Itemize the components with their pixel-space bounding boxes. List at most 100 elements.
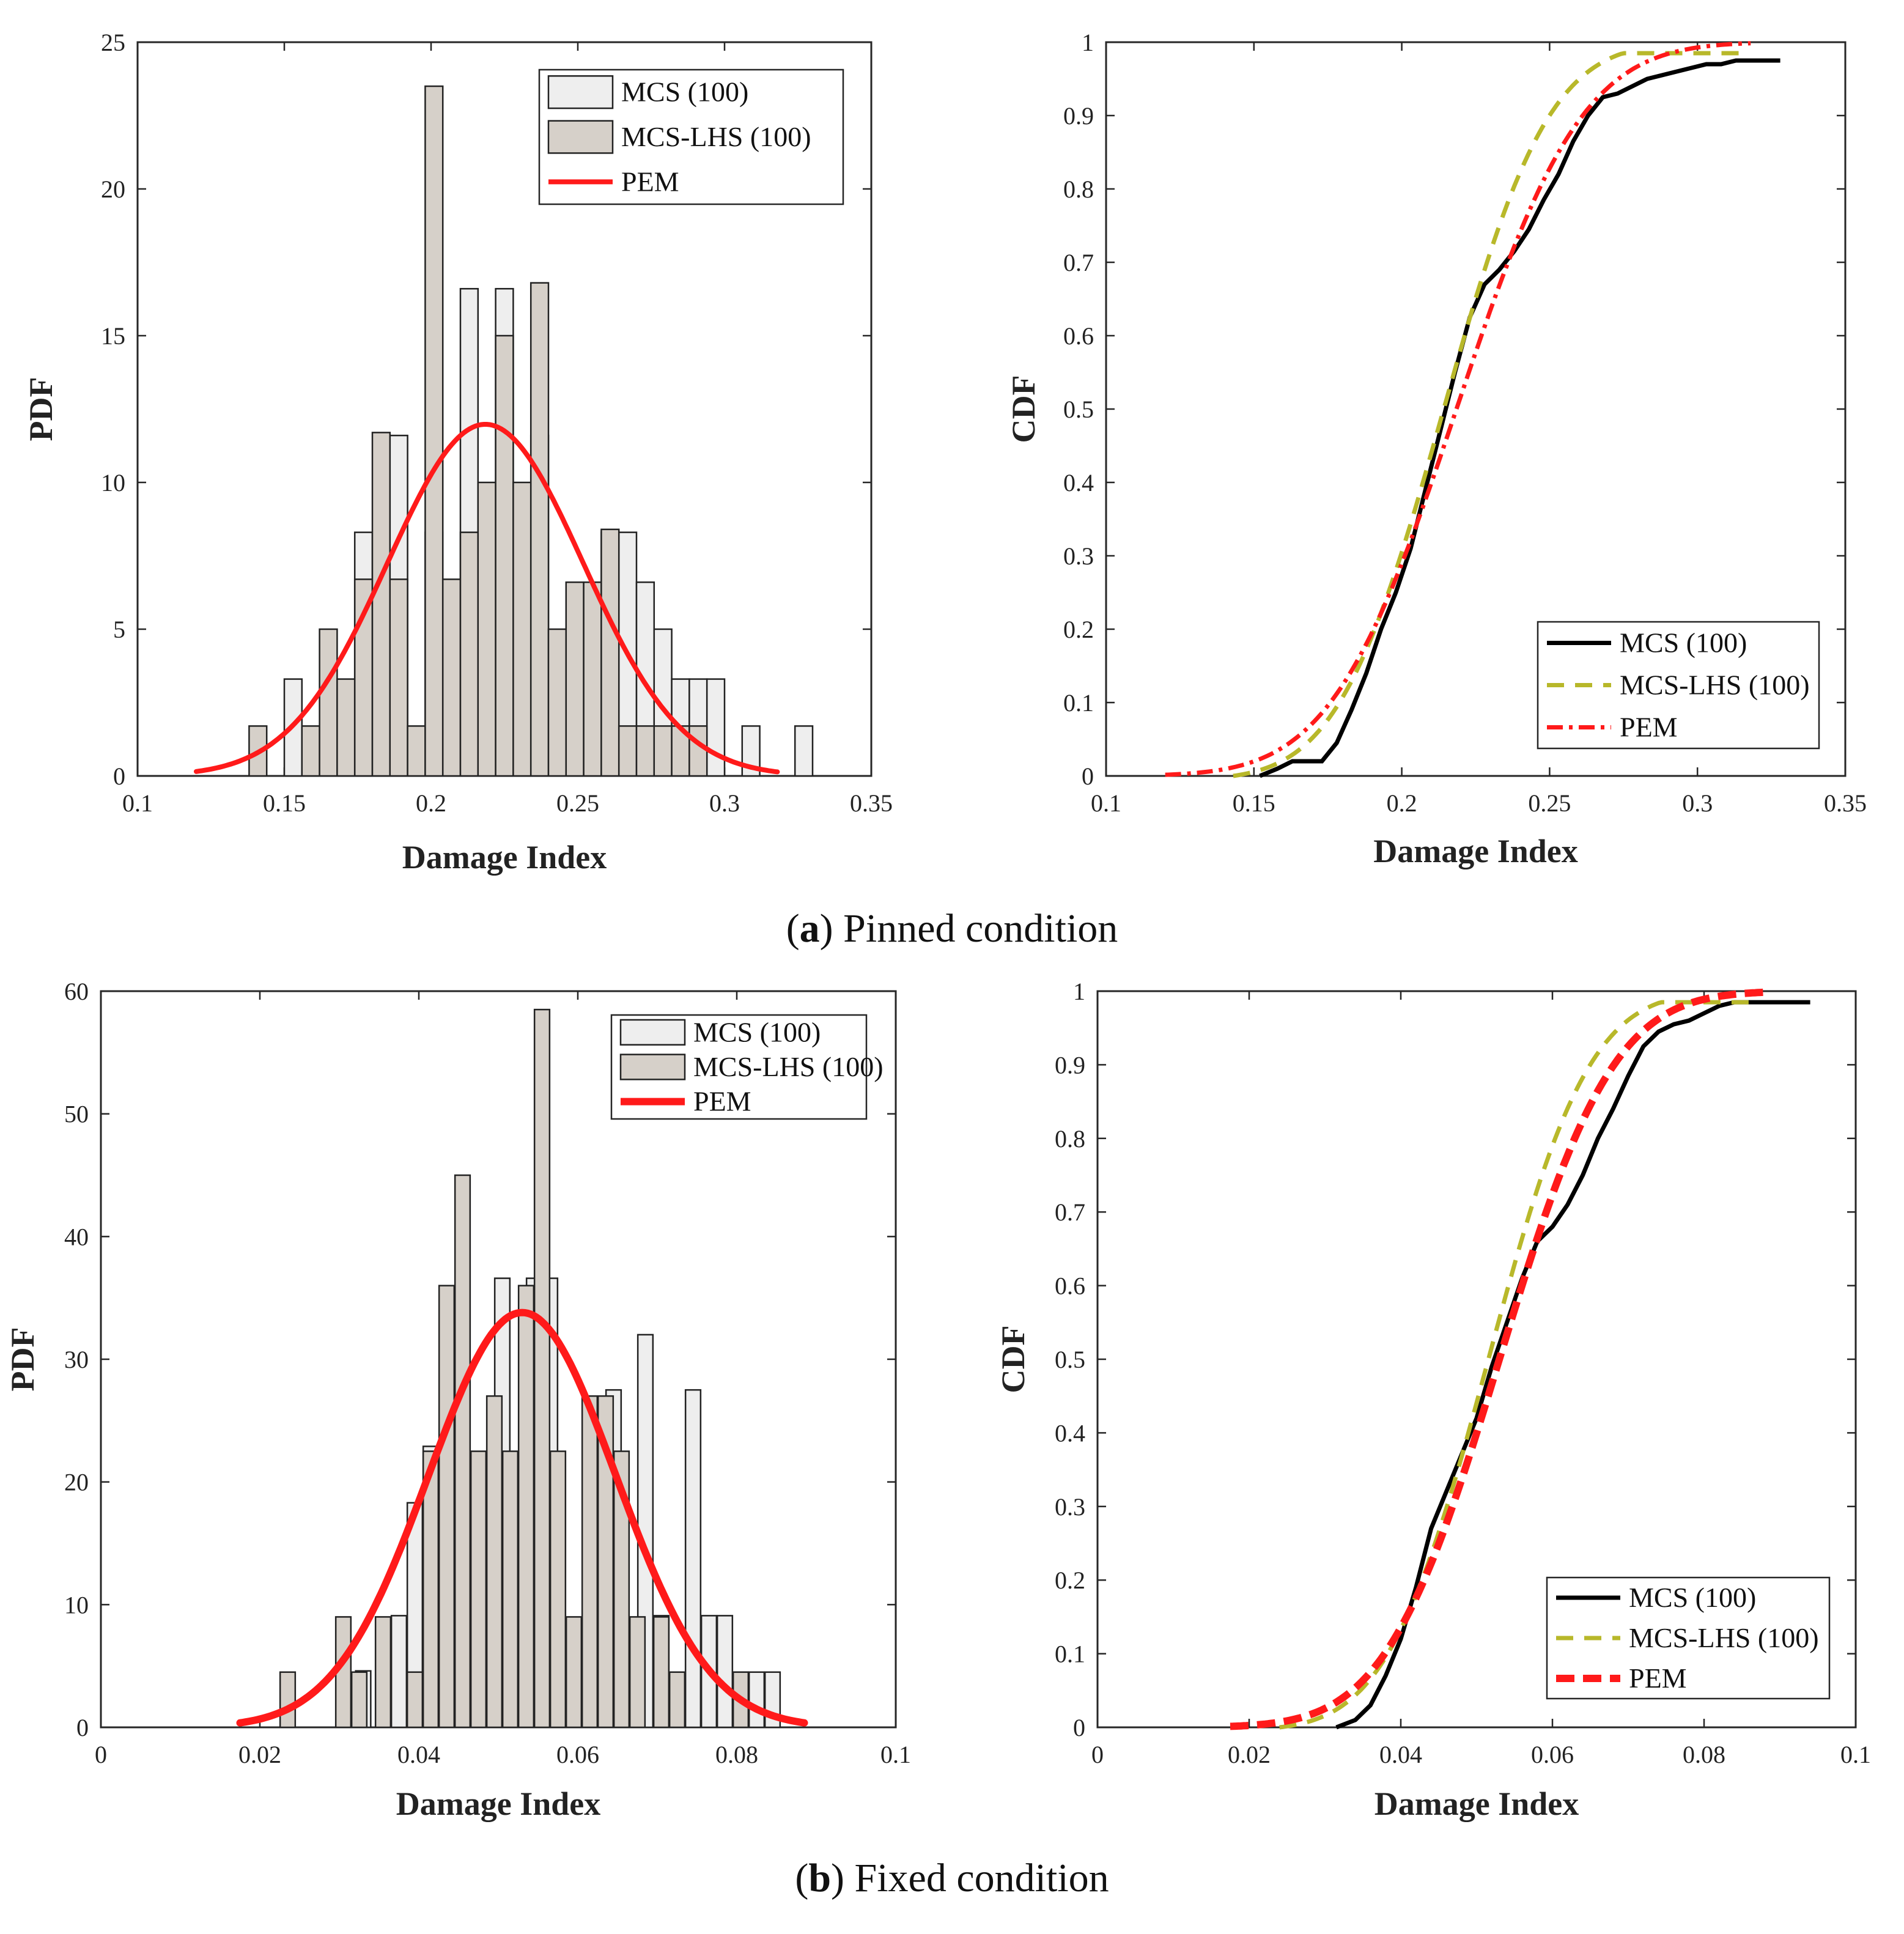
b-pdf-mcs-lhs-bar xyxy=(652,1616,670,1729)
b-pdf-ytick-label: 40 xyxy=(64,1223,89,1250)
a-pdf-mcs-lhs-bar xyxy=(547,628,567,777)
b-cdf-legend-label: MCS (100) xyxy=(1629,1582,1756,1613)
b-pdf-mcs-lhs-bar xyxy=(485,1395,503,1729)
b-pdf-xtick-label: 0.02 xyxy=(238,1741,281,1768)
b-pdf-xlabel: Damage Index xyxy=(396,1785,601,1822)
a-cdf-xtick-label: 0.2 xyxy=(1387,789,1417,817)
caption-b-text: Fixed condition xyxy=(855,1856,1109,1900)
b-pdf-mcs-bar xyxy=(390,1615,408,1729)
b-pdf-legend-swatch xyxy=(619,1019,686,1046)
b-cdf-ytick-label: 0.2 xyxy=(1055,1567,1085,1594)
b-pdf-xtick-label: 0 xyxy=(95,1741,107,1768)
a-cdf-ytick-label: 0.8 xyxy=(1063,175,1094,203)
pinned-cdf-plot: 0.1 0.15 0.2 0.25 0.3 0.3500.10.20.30.40.50.6… xyxy=(1005,29,1867,869)
a-cdf-xtick-label: 0.25 xyxy=(1528,789,1571,817)
b-cdf-mcs-lhs-line xyxy=(1279,1000,1750,1730)
a-pdf-ytick-label: 25 xyxy=(101,29,125,56)
a-cdf-xtick-label: 0.35 xyxy=(1824,789,1867,817)
a-pdf-mcs-lhs-bar xyxy=(319,628,338,777)
b-cdf-ytick-label: 0.6 xyxy=(1055,1272,1085,1300)
b-pdf-mcs-bar xyxy=(684,1389,702,1729)
a-pdf-xtick-label: 0.15 xyxy=(263,789,306,817)
b-pdf-mcs-lhs-bar xyxy=(406,1671,424,1729)
b-pdf-mcs-lhs-bar xyxy=(565,1616,583,1729)
a-cdf-ytick-label: 0.6 xyxy=(1063,322,1094,350)
a-pdf-ytick-label: 15 xyxy=(101,322,125,350)
a-pdf-mcs-lhs-bar xyxy=(441,578,462,777)
a-pdf-xtick-label: 0.2 xyxy=(416,789,446,817)
b-pdf-ytick-label: 50 xyxy=(64,1101,89,1128)
b-cdf-ytick-label: 0.5 xyxy=(1055,1346,1085,1373)
a-pdf-ylabel: PDF xyxy=(23,377,59,441)
b-cdf-ytick-label: 0.8 xyxy=(1055,1125,1085,1153)
b-pdf-xtick-label: 0.1 xyxy=(880,1741,911,1768)
b-pdf-mcs-lhs-bar xyxy=(517,1285,535,1729)
a-pdf-legend-label: MCS-LHS (100) xyxy=(621,121,811,152)
a-pdf-legend-label: PEM xyxy=(621,166,679,197)
b-cdf-ytick-label: 0.4 xyxy=(1055,1419,1085,1447)
a-pdf-mcs-lhs-bar xyxy=(565,581,585,777)
a-pdf-mcs-lhs-bar xyxy=(635,725,655,777)
b-pdf-ylabel: PDF xyxy=(4,1327,41,1392)
b-pdf-legend-label: PEM xyxy=(693,1086,751,1117)
a-cdf-ylabel: CDF xyxy=(1005,375,1042,443)
b-cdf-ytick-label: 1 xyxy=(1073,978,1085,1005)
a-pdf-mcs-lhs-bar xyxy=(583,581,602,777)
a-cdf-ytick-label: 0.3 xyxy=(1063,542,1094,570)
b-pdf-ytick-label: 20 xyxy=(64,1469,89,1496)
fixed-cdf-plot: 0 0.02 0.04 0.06 0.08 0.1 0 0.1 0.2 0.3 0.4 0.5 0.6 0… xyxy=(995,978,1871,1822)
b-pdf-legend-label: MCS (100) xyxy=(693,1016,821,1047)
a-cdf-ytick-label: 0.4 xyxy=(1063,469,1094,496)
a-pdf-mcs-lhs-bar xyxy=(495,334,514,777)
a-pdf-legend-swatch xyxy=(547,75,614,109)
a-pdf-xtick-label: 0.25 xyxy=(556,789,599,817)
b-cdf-xtick-label: 0.02 xyxy=(1228,1741,1271,1768)
b-pdf-pem-curve xyxy=(236,1308,808,1727)
a-pdf-mcs-lhs-bar xyxy=(653,725,673,777)
a-cdf-legend: MCS (100) MCS-LHS (100) PEM xyxy=(1537,621,1820,750)
a-pdf-mcs-bar xyxy=(706,678,726,777)
a-cdf-mcs-line xyxy=(1259,58,1780,778)
b-pdf-xtick-label: 0.08 xyxy=(715,1741,758,1768)
a-cdf-mcs-lhs-line xyxy=(1233,51,1748,778)
b-cdf-ytick-label: 0.9 xyxy=(1055,1051,1085,1079)
a-pdf-mcs-lhs-bar xyxy=(618,725,638,777)
b-pdf-mcs-lhs-bar xyxy=(374,1616,392,1729)
b-pdf-legend-swatch xyxy=(619,1054,686,1080)
b-pdf-xtick-label: 0.04 xyxy=(397,1741,440,1768)
a-cdf-ytick-label: 0.5 xyxy=(1063,396,1094,423)
b-cdf-xtick-label: 0.08 xyxy=(1683,1741,1725,1768)
a-pdf-ytick-label: 5 xyxy=(113,616,125,643)
a-pdf-mcs-lhs-bar xyxy=(477,481,496,777)
a-pdf-legend-swatch xyxy=(547,120,614,154)
b-cdf-legend-label: MCS-LHS (100) xyxy=(1629,1622,1819,1653)
b-cdf-ytick-label: 0.1 xyxy=(1055,1641,1085,1668)
a-cdf-xtick-label: 0.15 xyxy=(1233,789,1275,817)
b-cdf-ytick-label: 0 xyxy=(1073,1714,1085,1741)
b-pdf-mcs-lhs-bar xyxy=(501,1450,519,1729)
b-pdf-ytick-label: 60 xyxy=(64,978,89,1005)
a-pdf-mcs-lhs-bar xyxy=(389,578,408,777)
a-pdf-mcs-lhs-bar xyxy=(336,678,356,777)
a-pdf-xlabel: Damage Index xyxy=(402,839,607,876)
b-pdf-mcs-lhs-bar xyxy=(438,1285,456,1729)
a-cdf-ytick-label: 1 xyxy=(1082,29,1094,56)
b-pdf-mcs-lhs-bar xyxy=(422,1450,440,1729)
a-pdf-mcs-lhs-bar xyxy=(459,531,479,777)
b-cdf-xtick-label: 0.1 xyxy=(1840,1741,1871,1768)
b-cdf-pem-line xyxy=(1230,988,1769,1730)
b-cdf-legend-label: PEM xyxy=(1629,1663,1687,1694)
b-pdf-mcs-lhs-bar xyxy=(629,1616,646,1729)
b-pdf-ytick-label: 30 xyxy=(64,1346,89,1373)
caption-b-letter: b xyxy=(808,1856,831,1900)
a-cdf-ytick-label: 0.1 xyxy=(1063,689,1094,717)
a-cdf-xtick-label: 0.1 xyxy=(1091,789,1121,817)
b-pdf-ytick-label: 10 xyxy=(64,1591,89,1618)
a-pdf-mcs-lhs-bar xyxy=(688,725,708,777)
b-pdf-mcs-lhs-bar xyxy=(279,1671,297,1729)
b-pdf-mcs-bar xyxy=(748,1671,766,1729)
a-cdf-pem-line xyxy=(1165,41,1751,777)
a-cdf-legend-label: MCS-LHS (100) xyxy=(1620,670,1810,701)
a-pdf-mcs-bar xyxy=(794,725,814,777)
